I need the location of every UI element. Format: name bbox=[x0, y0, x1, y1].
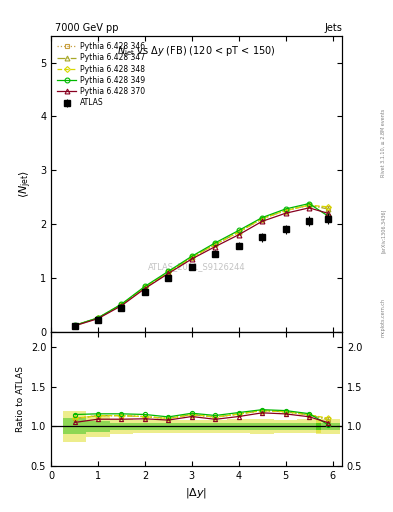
Pythia 6.428 349 bbox=[95, 315, 100, 321]
Pythia 6.428 347 bbox=[325, 206, 330, 212]
Pythia 6.428 348 bbox=[325, 204, 330, 210]
Pythia 6.428 349 bbox=[236, 227, 241, 233]
Pythia 6.428 346 bbox=[236, 229, 241, 235]
Pythia 6.428 370 bbox=[95, 315, 100, 322]
Pythia 6.428 348 bbox=[166, 269, 171, 275]
Pythia 6.428 349 bbox=[307, 201, 311, 207]
Pythia 6.428 348 bbox=[143, 284, 147, 290]
Pythia 6.428 347 bbox=[260, 216, 264, 222]
Pythia 6.428 370 bbox=[213, 244, 218, 250]
Pythia 6.428 346 bbox=[119, 302, 124, 308]
Pythia 6.428 349 bbox=[283, 206, 288, 212]
Pythia 6.428 370 bbox=[119, 303, 124, 309]
Pythia 6.428 348 bbox=[307, 202, 311, 208]
Pythia 6.428 347 bbox=[189, 254, 194, 261]
Pythia 6.428 346 bbox=[325, 205, 330, 211]
Text: mcplots.cern.ch: mcplots.cern.ch bbox=[381, 298, 386, 337]
Legend: Pythia 6.428 346, Pythia 6.428 347, Pythia 6.428 348, Pythia 6.428 349, Pythia 6: Pythia 6.428 346, Pythia 6.428 347, Pyth… bbox=[55, 39, 147, 110]
Pythia 6.428 370 bbox=[72, 323, 77, 329]
Pythia 6.428 348 bbox=[260, 216, 264, 222]
Pythia 6.428 347 bbox=[119, 302, 124, 308]
Pythia 6.428 347 bbox=[307, 202, 311, 208]
Pythia 6.428 370 bbox=[260, 218, 264, 224]
Pythia 6.428 348 bbox=[213, 241, 218, 247]
Pythia 6.428 346 bbox=[143, 284, 147, 290]
Pythia 6.428 346 bbox=[213, 241, 218, 247]
Pythia 6.428 347 bbox=[143, 284, 147, 290]
Pythia 6.428 348 bbox=[119, 302, 124, 308]
Y-axis label: Ratio to ATLAS: Ratio to ATLAS bbox=[16, 366, 25, 432]
Pythia 6.428 370 bbox=[307, 205, 311, 211]
Pythia 6.428 370 bbox=[236, 231, 241, 238]
Pythia 6.428 349 bbox=[189, 253, 194, 260]
Pythia 6.428 349 bbox=[260, 215, 264, 221]
Line: Pythia 6.428 347: Pythia 6.428 347 bbox=[72, 203, 330, 328]
Text: $N_{\rm jet}$ vs $\Delta y$ (FB) (120 < pT < 150): $N_{\rm jet}$ vs $\Delta y$ (FB) (120 < … bbox=[117, 45, 276, 59]
Pythia 6.428 349 bbox=[213, 240, 218, 246]
Pythia 6.428 347 bbox=[166, 269, 171, 275]
Pythia 6.428 346 bbox=[307, 202, 311, 208]
Pythia 6.428 370 bbox=[166, 270, 171, 276]
Pythia 6.428 348 bbox=[283, 207, 288, 214]
Line: Pythia 6.428 370: Pythia 6.428 370 bbox=[72, 205, 330, 328]
Pythia 6.428 346 bbox=[166, 269, 171, 275]
Pythia 6.428 348 bbox=[95, 315, 100, 321]
Pythia 6.428 370 bbox=[189, 256, 194, 262]
Text: Rivet 3.1.10, ≥ 2.8M events: Rivet 3.1.10, ≥ 2.8M events bbox=[381, 109, 386, 178]
Pythia 6.428 349 bbox=[143, 283, 147, 289]
Text: ATLAS_2011_S9126244: ATLAS_2011_S9126244 bbox=[148, 262, 245, 271]
Pythia 6.428 346 bbox=[283, 207, 288, 214]
Text: [arXiv:1306.3436]: [arXiv:1306.3436] bbox=[381, 208, 386, 252]
Pythia 6.428 346 bbox=[189, 254, 194, 261]
Pythia 6.428 349 bbox=[325, 213, 330, 219]
Pythia 6.428 346 bbox=[72, 323, 77, 329]
Pythia 6.428 347 bbox=[213, 241, 218, 247]
Pythia 6.428 348 bbox=[72, 323, 77, 329]
Pythia 6.428 349 bbox=[72, 322, 77, 328]
Pythia 6.428 349 bbox=[166, 268, 171, 274]
Line: Pythia 6.428 349: Pythia 6.428 349 bbox=[72, 201, 330, 328]
Pythia 6.428 346 bbox=[95, 315, 100, 321]
Pythia 6.428 347 bbox=[236, 229, 241, 235]
Line: Pythia 6.428 346: Pythia 6.428 346 bbox=[72, 203, 330, 328]
Pythia 6.428 370 bbox=[143, 286, 147, 292]
Pythia 6.428 347 bbox=[283, 207, 288, 214]
Pythia 6.428 346 bbox=[260, 216, 264, 222]
Line: Pythia 6.428 348: Pythia 6.428 348 bbox=[72, 203, 330, 328]
Pythia 6.428 349 bbox=[119, 301, 124, 307]
Pythia 6.428 348 bbox=[236, 229, 241, 235]
Pythia 6.428 370 bbox=[283, 210, 288, 216]
Y-axis label: $\langle N_{\rm jet}\rangle$: $\langle N_{\rm jet}\rangle$ bbox=[18, 169, 35, 198]
Text: Jets: Jets bbox=[324, 23, 342, 33]
Pythia 6.428 347 bbox=[72, 323, 77, 329]
Pythia 6.428 370 bbox=[325, 210, 330, 216]
X-axis label: $|\Delta y|$: $|\Delta y|$ bbox=[185, 486, 208, 500]
Text: 7000 GeV pp: 7000 GeV pp bbox=[55, 23, 119, 33]
Pythia 6.428 348 bbox=[189, 254, 194, 261]
Pythia 6.428 347 bbox=[95, 315, 100, 321]
